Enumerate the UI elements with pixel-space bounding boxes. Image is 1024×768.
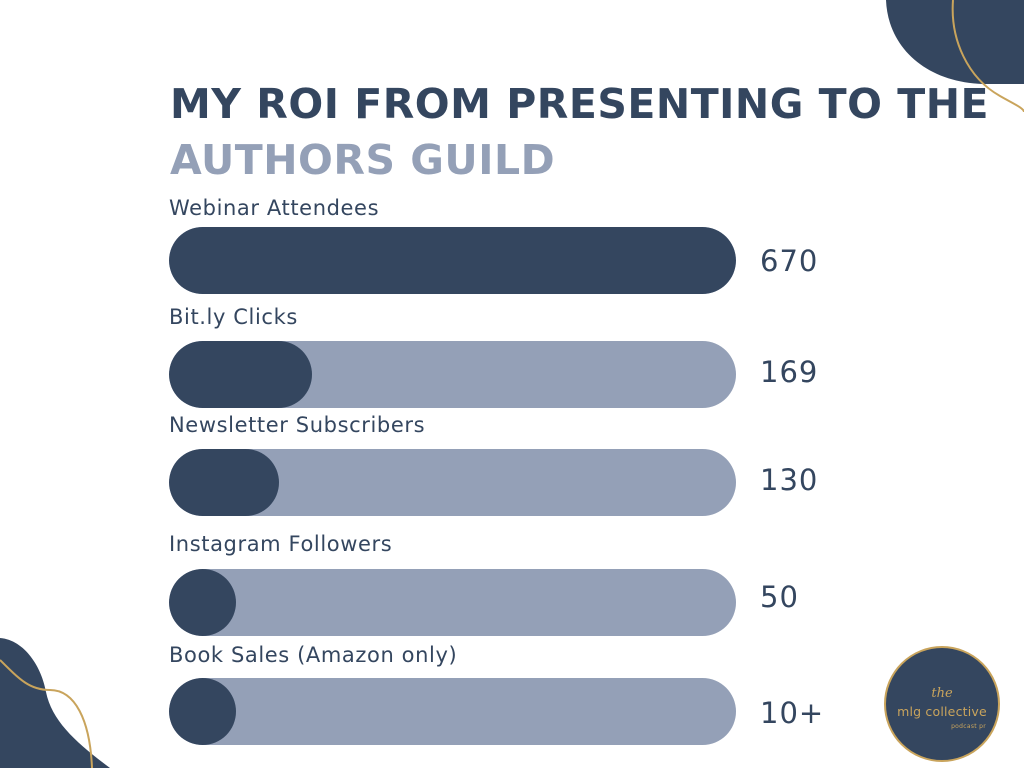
bar-label-webinar-attendees: Webinar Attendees bbox=[169, 196, 380, 220]
bar-label-newsletter-subscribers: Newsletter Subscribers bbox=[169, 413, 426, 437]
bar-value-instagram-followers: 50 bbox=[760, 580, 799, 614]
bar-fill-book-sales bbox=[169, 678, 236, 745]
bar-label-instagram-followers: Instagram Followers bbox=[169, 532, 393, 556]
bottom-left-blob bbox=[0, 638, 110, 768]
bar-track-webinar-attendees bbox=[169, 227, 736, 294]
bar-label-bitly-clicks: Bit.ly Clicks bbox=[169, 305, 298, 329]
logo-sub-text: podcast pr bbox=[951, 723, 986, 730]
bar-value-book-sales: 10+ bbox=[760, 696, 825, 730]
bar-value-newsletter-subscribers: 130 bbox=[760, 463, 819, 497]
bar-label-book-sales: Book Sales (Amazon only) bbox=[169, 643, 458, 667]
bottom-left-gold-line bbox=[0, 659, 93, 768]
bar-fill-webinar-attendees bbox=[169, 227, 736, 294]
bar-track-bitly-clicks bbox=[169, 341, 736, 408]
title-line-1: MY ROI FROM PRESENTING TO THE bbox=[170, 80, 990, 128]
top-right-blob bbox=[886, 0, 1024, 85]
top-right-gold-line bbox=[951, 0, 1024, 113]
bar-fill-bitly-clicks bbox=[169, 341, 313, 408]
bar-value-webinar-attendees: 670 bbox=[760, 244, 819, 278]
bar-value-bitly-clicks: 169 bbox=[760, 355, 819, 389]
title-line-2: AUTHORS GUILD bbox=[170, 136, 556, 184]
bar-track-instagram-followers bbox=[169, 569, 736, 636]
logo-name-text: mlg collective bbox=[897, 704, 987, 719]
bar-track-book-sales bbox=[169, 678, 736, 745]
bar-fill-newsletter-subscribers bbox=[169, 449, 279, 516]
chart-title: MY ROI FROM PRESENTING TO THE AUTHORS GU… bbox=[170, 76, 989, 188]
logo-the-text: the bbox=[931, 686, 953, 701]
mlg-collective-logo: the mlg collective podcast pr bbox=[884, 646, 1000, 762]
bar-fill-instagram-followers bbox=[169, 569, 236, 636]
bar-track-newsletter-subscribers bbox=[169, 449, 736, 516]
